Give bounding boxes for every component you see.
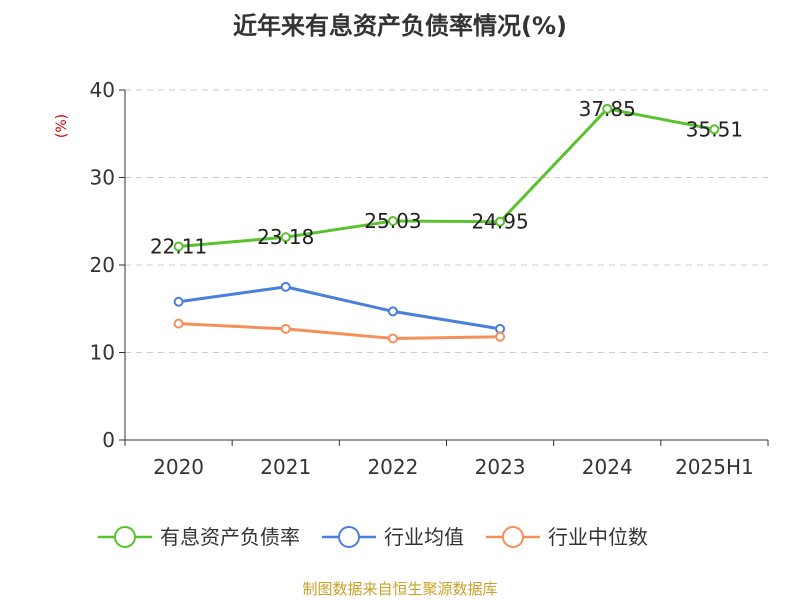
data-point [495, 331, 506, 342]
legend-marker [114, 526, 136, 548]
y-tick-label: 40 [90, 78, 115, 102]
y-axis-unit-label: (%) [54, 114, 70, 138]
y-tick-label: 0 [102, 428, 115, 452]
x-tick-label: 2022 [367, 455, 418, 479]
data-point [280, 323, 291, 334]
y-tick-label: 30 [90, 166, 115, 190]
series-lines [173, 103, 720, 344]
data-label: 24.95 [471, 210, 528, 234]
data-label: 37.85 [579, 97, 636, 121]
data-point [173, 296, 184, 307]
data-point [173, 318, 184, 329]
data-label: 23.18 [257, 225, 314, 249]
y-tick-label: 20 [90, 253, 115, 277]
data-point [709, 124, 720, 135]
source-note: 制图数据来自恒生聚源数据库 [302, 580, 497, 598]
legend: 有息资产负债率 行业均值 行业中位数 [98, 525, 648, 549]
data-labels: 22.11 23.18 25.03 24.95 37.85 35.51 [150, 97, 743, 259]
data-point [387, 306, 398, 317]
x-tick-label: 2021 [260, 455, 311, 479]
legend-label: 行业均值 [384, 525, 464, 549]
legend-label: 行业中位数 [548, 525, 648, 549]
series-line [177, 107, 716, 249]
legend-marker [502, 526, 524, 548]
data-point [495, 216, 506, 227]
data-point [495, 323, 506, 334]
x-tick-label: 2020 [153, 455, 204, 479]
data-label: 25.03 [364, 209, 421, 233]
data-point [387, 215, 398, 226]
series-line [177, 285, 502, 331]
legend-marker [338, 526, 360, 548]
data-label: 22.11 [150, 235, 207, 259]
grid-lines [125, 89, 768, 353]
data-point [602, 103, 613, 114]
x-tick-label: 2024 [582, 455, 633, 479]
x-tick-label: 2025H1 [675, 455, 754, 479]
data-point [280, 281, 291, 292]
data-label: 35.51 [686, 117, 743, 141]
axes: 0 10 20 30 40 2020 2021 2022 2023 2024 2025H1 [90, 78, 769, 479]
data-point [280, 232, 291, 243]
data-point [387, 333, 398, 344]
x-tick-label: 2023 [475, 455, 526, 479]
legend-label: 有息资产负债率 [160, 525, 300, 549]
chart-title: 近年来有息资产负债率情况(%) [233, 12, 567, 40]
data-point [173, 241, 184, 252]
series-line [177, 322, 502, 340]
y-tick-label: 10 [90, 341, 115, 365]
